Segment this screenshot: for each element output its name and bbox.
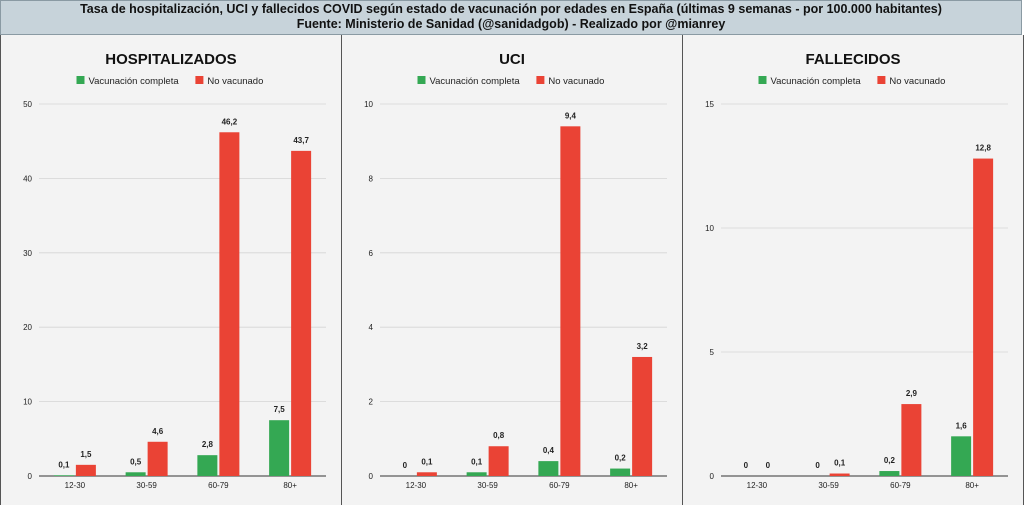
- legend-swatch-vacunacion-completa: [417, 76, 426, 84]
- y-tick-label: 50: [23, 100, 32, 109]
- chart-svg: FALLECIDOS Vacunación completa No vacunado…: [705, 51, 1008, 490]
- legend: Vacunación completa No vacunado: [417, 76, 604, 87]
- data-label: 9,4: [565, 111, 577, 120]
- y-tick-label: 15: [705, 100, 714, 109]
- x-tick-label: 80+: [283, 481, 297, 490]
- bar-vacunacion-completa-80+: [951, 436, 972, 476]
- bar-vacunacion-completa-30-59: [466, 472, 487, 476]
- bar-no-vacunado-80+: [632, 356, 653, 476]
- legend-swatch-no-vacunado: [195, 76, 204, 84]
- x-tick-label: 30-59: [818, 481, 839, 490]
- data-label: 0,2: [884, 456, 896, 465]
- bar-no-vacunado-30-59: [147, 441, 168, 476]
- bar-vacunacion-completa-60-79: [197, 455, 218, 476]
- data-label: 0: [744, 461, 749, 470]
- legend-swatch-vacunacion-completa: [758, 76, 767, 84]
- legend-swatch-vacunacion-completa: [76, 76, 85, 84]
- y-tick-label: 4: [369, 323, 374, 332]
- bar-vacunacion-completa-60-79: [538, 461, 559, 476]
- panel-fallecidos: FALLECIDOS Vacunación completa No vacunado…: [682, 35, 1024, 505]
- bar-no-vacunado-30-59: [488, 446, 509, 476]
- panel-hospitalizados: HOSPITALIZADOS Vacunación completa No vacu…: [0, 35, 342, 505]
- data-label: 43,7: [293, 136, 309, 145]
- legend: Vacunación completa No vacunado: [76, 76, 263, 87]
- data-label: 0,1: [421, 457, 433, 466]
- bar-vacunacion-completa-80+: [610, 468, 631, 476]
- x-tick-label: 12-30: [65, 481, 86, 490]
- x-tick-label: 60-79: [890, 481, 911, 490]
- x-tick-label: 30-59: [136, 481, 157, 490]
- data-label: 0: [766, 461, 771, 470]
- x-tick-label: 60-79: [549, 481, 570, 490]
- legend-label-vacunacion-completa: Vacunación completa: [771, 76, 862, 87]
- chart-header: Tasa de hospitalización, UCI y fallecido…: [0, 0, 1022, 35]
- data-label: 12,8: [975, 144, 991, 153]
- data-label: 0,4: [543, 446, 555, 455]
- bar-no-vacunado-60-79: [560, 126, 581, 476]
- x-tick-label: 80+: [624, 481, 638, 490]
- legend-label-no-vacunado: No vacunado: [889, 76, 945, 87]
- bar-vacunacion-completa-80+: [269, 420, 290, 476]
- legend-label-vacunacion-completa: Vacunación completa: [89, 76, 180, 87]
- y-tick-label: 6: [369, 249, 374, 258]
- bar-no-vacunado-60-79: [901, 404, 922, 476]
- bar-no-vacunado-80+: [973, 158, 994, 476]
- bar-vacunacion-completa-30-59: [125, 472, 146, 476]
- legend-label-no-vacunado: No vacunado: [207, 76, 263, 87]
- x-tick-label: 80+: [965, 481, 979, 490]
- legend-label-vacunacion-completa: Vacunación completa: [430, 76, 521, 87]
- chart-title: UCI: [499, 51, 525, 68]
- data-label: 1,5: [80, 450, 92, 459]
- source-line: Fuente: Ministerio de Sanidad (@sanidadg…: [296, 17, 726, 31]
- legend: Vacunación completa No vacunado: [758, 76, 945, 87]
- y-tick-label: 8: [369, 174, 374, 183]
- data-label: 0: [403, 461, 408, 470]
- x-tick-label: 12-30: [406, 481, 427, 490]
- data-label: 0,1: [471, 457, 483, 466]
- y-tick-label: 10: [23, 398, 32, 407]
- data-label: 4,6: [152, 427, 164, 436]
- x-tick-label: 12-30: [747, 481, 768, 490]
- chart-title: HOSPITALIZADOS: [105, 51, 236, 68]
- bar-no-vacunado-80+: [291, 150, 312, 476]
- data-label: 0,2: [615, 454, 627, 463]
- data-label: 2,8: [202, 440, 214, 449]
- data-label: 0,8: [493, 431, 505, 440]
- panel-uci: UCI Vacunación completa No vacunado 0 2 4 6 8 10…: [341, 35, 683, 505]
- y-tick-label: 2: [369, 398, 374, 407]
- bar-vacunacion-completa-60-79: [879, 471, 900, 476]
- legend-label-no-vacunado: No vacunado: [548, 76, 604, 87]
- data-label: 0: [815, 461, 820, 470]
- bar-no-vacunado-60-79: [219, 132, 240, 476]
- data-label: 1,6: [956, 421, 968, 430]
- x-tick-label: 60-79: [208, 481, 229, 490]
- y-tick-label: 0: [369, 472, 374, 481]
- bar-vacunacion-completa-12-30: [53, 475, 74, 476]
- bar-no-vacunado-12-30: [416, 472, 437, 476]
- y-tick-label: 10: [705, 224, 714, 233]
- y-tick-label: 5: [710, 348, 715, 357]
- chart-svg: HOSPITALIZADOS Vacunación completa No vacu…: [23, 51, 326, 490]
- y-tick-label: 20: [23, 323, 32, 332]
- chart-title: FALLECIDOS: [805, 51, 900, 68]
- y-tick-label: 40: [23, 174, 32, 183]
- y-tick-label: 30: [23, 249, 32, 258]
- y-tick-label: 10: [364, 100, 373, 109]
- data-label: 46,2: [222, 117, 238, 126]
- legend-swatch-no-vacunado: [877, 76, 886, 84]
- data-label: 2,9: [906, 389, 918, 398]
- x-tick-label: 30-59: [477, 481, 498, 490]
- chart-svg: UCI Vacunación completa No vacunado 0 2 4 6 8 10…: [364, 51, 667, 490]
- data-label: 0,1: [58, 460, 70, 469]
- bar-no-vacunado-12-30: [75, 464, 96, 476]
- bar-no-vacunado-30-59: [829, 473, 850, 476]
- data-label: 0,5: [130, 457, 142, 466]
- main-title: Tasa de hospitalización, UCI y fallecido…: [80, 2, 942, 16]
- legend-swatch-no-vacunado: [536, 76, 545, 84]
- data-label: 7,5: [274, 405, 286, 414]
- data-label: 3,2: [637, 342, 649, 351]
- y-tick-label: 0: [710, 472, 715, 481]
- y-tick-label: 0: [28, 472, 33, 481]
- data-label: 0,1: [834, 459, 846, 468]
